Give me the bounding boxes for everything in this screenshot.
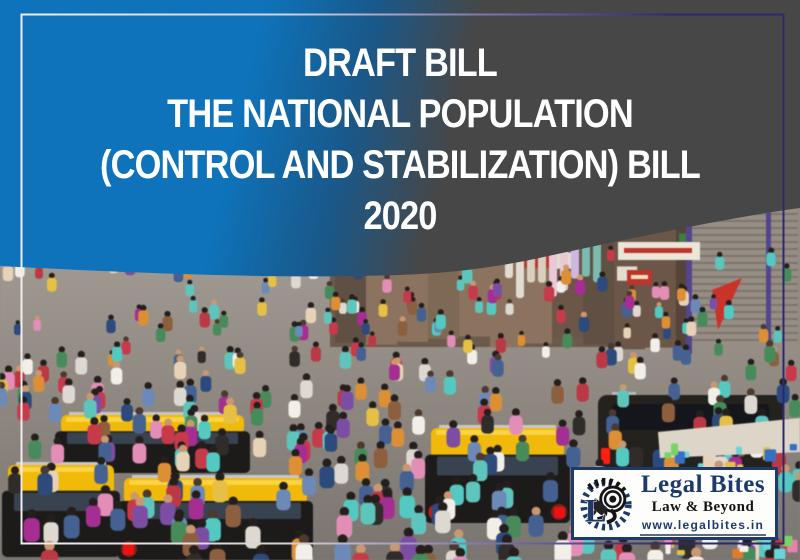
headline-line-3: (CONTROL AND STABILIZATION) BILL — [100, 143, 701, 187]
logo-tagline: Law & Beyond — [651, 498, 755, 515]
legalbites-logo-card: L Legal Bites Law & Beyond www.legalbite… — [571, 467, 778, 540]
logo-text-block: Legal Bites Law & Beyond www.legalbites.… — [638, 472, 768, 536]
logo-website: www.legalbites.in — [639, 519, 767, 536]
headline-line-4: 2020 — [363, 194, 437, 238]
logo-name: Legal Bites — [640, 470, 766, 498]
gavel-icon — [586, 498, 608, 521]
headline-line-1: DRAFT BILL — [303, 41, 498, 85]
headline-line-2: THE NATIONAL POPULATION — [167, 92, 633, 136]
monogram-letter: L — [585, 493, 607, 529]
legalbites-emblem-icon: L — [580, 477, 632, 531]
wig-icon — [597, 485, 627, 524]
headline-banner: DRAFT BILL THE NATIONAL POPULATION (CONT… — [56, 38, 744, 242]
